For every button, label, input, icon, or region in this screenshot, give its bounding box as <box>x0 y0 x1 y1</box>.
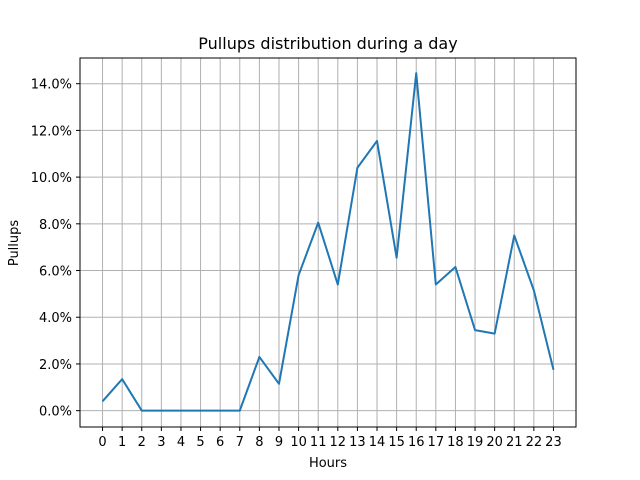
x-axis-label: Hours <box>309 456 347 471</box>
y-tick-label: 8.0% <box>39 218 72 233</box>
x-tick-label: 11 <box>310 435 327 450</box>
y-tick-label: 14.0% <box>31 78 72 93</box>
x-tick-label: 1 <box>118 435 126 450</box>
x-tick-label: 4 <box>177 435 185 450</box>
grid-lines <box>80 58 576 427</box>
x-axis-ticks: 0 1 2 3 4 5 6 7 8 9 10 11 12 13 14 15 16 17 18 19 20 21 22 23 <box>98 427 562 450</box>
x-tick-label: 5 <box>196 435 204 450</box>
x-tick-label: 12 <box>330 435 347 450</box>
y-axis-label: Pullups <box>7 220 22 267</box>
x-tick-label: 13 <box>349 435 366 450</box>
x-tick-label: 16 <box>408 435 425 450</box>
y-axis-ticks: 0.0% 2.0% 4.0% 6.0% 8.0% 10.0% 12.0% 14.0% <box>31 78 80 420</box>
x-tick-label: 17 <box>428 435 445 450</box>
x-tick-label: 2 <box>138 435 146 450</box>
plot-area-frame <box>79 57 577 428</box>
x-tick-label: 8 <box>255 435 263 450</box>
x-tick-label: 0 <box>98 435 106 450</box>
x-tick-label: 15 <box>388 435 405 450</box>
x-tick-label: 10 <box>290 435 307 450</box>
x-tick-label: 6 <box>216 435 224 450</box>
y-tick-label: 10.0% <box>31 171 72 186</box>
y-tick-label: 12.0% <box>31 124 72 139</box>
x-tick-label: 20 <box>486 435 503 450</box>
chart-title: Pullups distribution during a day <box>198 34 457 53</box>
x-tick-label: 14 <box>369 435 386 450</box>
y-tick-label: 6.0% <box>39 265 72 280</box>
x-tick-label: 9 <box>275 435 283 450</box>
x-tick-label: 18 <box>447 435 464 450</box>
x-tick-label: 21 <box>506 435 523 450</box>
x-tick-label: 22 <box>526 435 543 450</box>
y-tick-label: 4.0% <box>39 311 72 326</box>
x-tick-label: 7 <box>236 435 244 450</box>
series-line <box>101 72 555 412</box>
x-tick-label: 23 <box>545 435 562 450</box>
y-tick-label: 2.0% <box>39 358 72 373</box>
x-tick-label: 3 <box>157 435 165 450</box>
y-tick-label: 0.0% <box>39 405 72 420</box>
x-tick-label: 19 <box>467 435 484 450</box>
series-line-group <box>101 72 555 412</box>
